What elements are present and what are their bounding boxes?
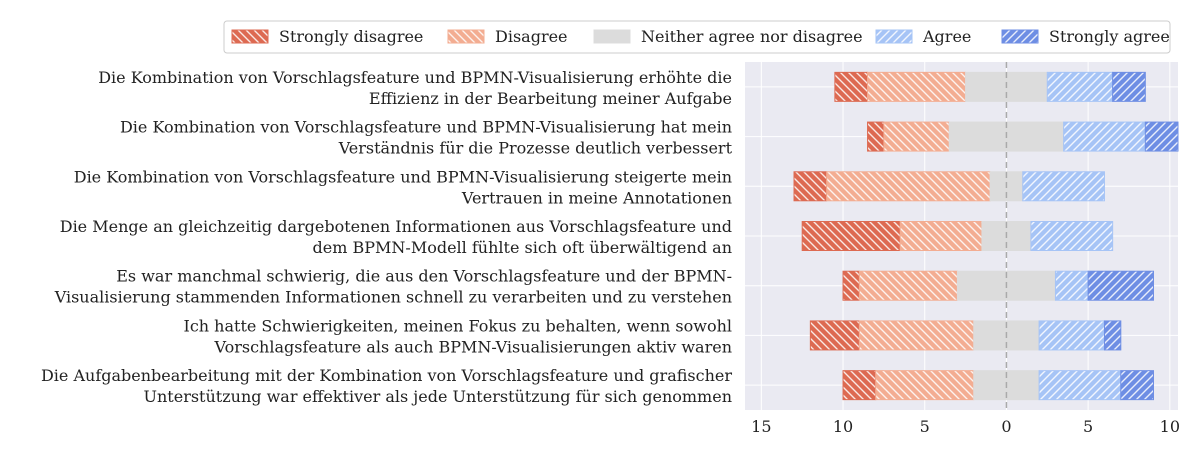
category-label-line: Vertrauen in meine Annotationen <box>461 188 732 207</box>
legend-label-strongly-disagree: Strongly disagree <box>279 27 423 46</box>
bar-strongly-disagree-3 <box>801 221 901 251</box>
bar-agree-6 <box>1038 370 1122 401</box>
bar-group-4 <box>842 270 1154 301</box>
bar-strongly-agree-5 <box>1103 320 1122 351</box>
category-label-2: Die Kombination von Vorschlagsfeature un… <box>74 167 732 207</box>
legend-item-disagree: Disagree <box>447 27 568 46</box>
category-label-line: Visualisierung stammenden Informationen … <box>54 288 732 307</box>
legend-item-agree: Agree <box>875 27 971 46</box>
x-tick-label: 10 <box>833 417 853 436</box>
bar-agree-4 <box>1054 270 1089 301</box>
category-label-6: Die Aufgabenbearbeitung mit der Kombinat… <box>41 366 732 406</box>
legend-swatch-neither-agree-nor-disagree <box>593 29 631 44</box>
bar-agree-0 <box>1046 71 1114 102</box>
bar-strongly-disagree-4 <box>842 270 860 301</box>
legend-label-agree: Agree <box>922 27 971 46</box>
x-tick-label: 5 <box>1083 417 1093 436</box>
bar-strongly-disagree-2 <box>793 171 828 202</box>
legend-swatch-agree <box>875 29 913 44</box>
bar-strongly-disagree-1 <box>867 121 885 152</box>
bar-strongly-agree-6 <box>1120 370 1154 401</box>
bar-disagree-0 <box>867 71 967 102</box>
legend-swatch-disagree <box>447 29 485 44</box>
bar-strongly-agree-4 <box>1087 270 1154 301</box>
category-label-line: Unterstützung war effektiver als jede Un… <box>144 387 733 406</box>
legend-swatch-strongly-disagree <box>231 29 269 44</box>
bar-group-2 <box>793 171 1105 202</box>
bar-strongly-disagree-6 <box>842 370 877 401</box>
bar-strongly-agree-0 <box>1112 71 1146 102</box>
category-label-line: Die Kombination von Vorschlagsfeature un… <box>98 68 732 87</box>
category-label-line: Die Aufgabenbearbeitung mit der Kombinat… <box>41 366 732 385</box>
bar-disagree-1 <box>883 121 950 152</box>
x-tick-label: 15 <box>751 417 771 436</box>
bar-disagree-3 <box>899 221 983 251</box>
legend-item-strongly-disagree: Strongly disagree <box>231 27 423 46</box>
category-label-1: Die Kombination von Vorschlagsfeature un… <box>120 118 733 158</box>
legend-item-strongly-agree: Strongly agree <box>1001 27 1170 46</box>
category-label-5: Ich hatte Schwierigkeiten, meinen Fokus … <box>184 316 733 356</box>
x-tick-label: 5 <box>920 417 930 436</box>
legend-frame <box>223 20 1171 54</box>
category-label-4: Es war manchmal schwierig, die aus den V… <box>54 267 732 307</box>
category-label-line: dem BPMN-Modell fühlte sich oft überwält… <box>313 238 732 257</box>
x-tick-label: 0 <box>1001 417 1011 436</box>
legend-label-strongly-agree: Strongly agree <box>1049 27 1170 46</box>
legend-label-neither-agree-nor-disagree: Neither agree nor disagree <box>641 27 863 46</box>
category-label-line: Ich hatte Schwierigkeiten, meinen Fokus … <box>184 316 733 335</box>
bar-agree-2 <box>1022 171 1105 202</box>
category-label-line: Es war manchmal schwierig, die aus den V… <box>116 267 732 286</box>
legend: Strongly disagree Disagree Neither agree n… <box>223 20 1171 54</box>
category-label-0: Die Kombination von Vorschlagsfeature un… <box>98 68 732 108</box>
bar-disagree-5 <box>858 320 975 351</box>
bar-agree-1 <box>1063 121 1146 152</box>
bar-strongly-disagree-5 <box>809 320 860 351</box>
legend-item-neither-agree-nor-disagree: Neither agree nor disagree <box>593 27 863 46</box>
category-label-line: Effizienz in der Bearbeitung meiner Aufg… <box>369 89 732 108</box>
category-label-line: Die Kombination von Vorschlagsfeature un… <box>74 167 732 186</box>
x-tick-label: 10 <box>1160 417 1180 436</box>
bar-disagree-6 <box>875 370 975 401</box>
bar-agree-5 <box>1038 320 1105 351</box>
category-label-line: Verständnis für die Prozesse deutlich ve… <box>338 139 733 158</box>
bar-disagree-4 <box>858 270 958 301</box>
category-label-line: Vorschlagsfeature als auch BPMN-Visualis… <box>213 337 732 356</box>
bar-group-1 <box>867 121 1179 152</box>
bar-group-6 <box>842 370 1154 401</box>
category-label-line: Die Kombination von Vorschlagsfeature un… <box>120 118 732 137</box>
category-label-line: Die Menge an gleichzeitig dargebotenen I… <box>60 217 732 236</box>
legend-swatch-strongly-agree <box>1001 29 1039 44</box>
category-label-3: Die Menge an gleichzeitig dargebotenen I… <box>60 217 732 257</box>
bar-group-5 <box>809 320 1122 351</box>
bar-disagree-2 <box>826 171 991 202</box>
bar-strongly-disagree-0 <box>834 71 869 102</box>
bar-agree-3 <box>1030 221 1114 251</box>
bar-group-0 <box>834 71 1146 102</box>
bar-group-3 <box>801 221 1114 251</box>
legend-label-disagree: Disagree <box>495 27 568 46</box>
bar-strongly-agree-1 <box>1144 121 1179 152</box>
